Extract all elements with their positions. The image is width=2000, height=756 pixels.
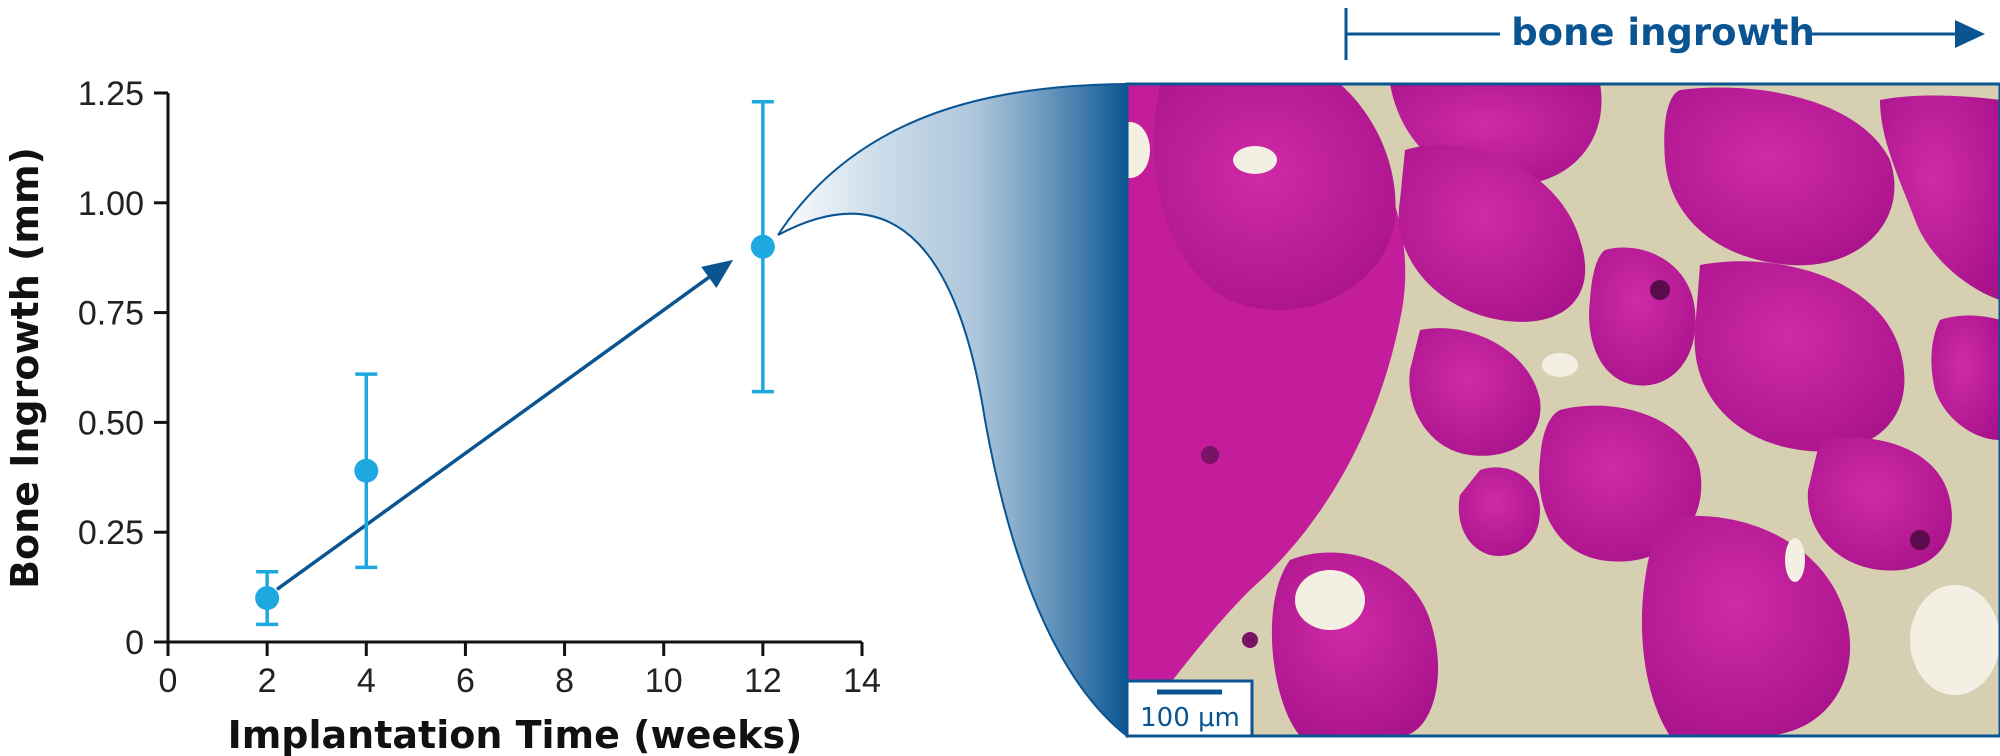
banner-arrowhead xyxy=(1955,20,1985,48)
data-point-group xyxy=(255,569,280,627)
x-tick-label: 10 xyxy=(645,662,683,700)
trend-arrowhead xyxy=(701,259,734,289)
zoom-callout xyxy=(777,82,1128,739)
micrograph-frame xyxy=(1125,82,2000,738)
y-tick-label: 0 xyxy=(125,624,144,662)
data-point xyxy=(354,458,379,483)
y-tick-label: 0.50 xyxy=(78,404,144,442)
y-tick-label: 1.00 xyxy=(78,185,144,223)
x-tick-label: 12 xyxy=(744,662,782,700)
x-tick-label: 0 xyxy=(159,662,178,700)
data-point xyxy=(750,234,775,259)
bone-ingrowth-chart: 0 2 4 6 8 10 12 14 0 0.25 0.50 0.75 1.00 1.25 Implant… xyxy=(3,75,881,756)
data-point-group xyxy=(750,100,775,394)
micrograph-inset: 100 μm xyxy=(1125,82,2000,738)
micrograph-image xyxy=(1127,84,2000,736)
data-point-group xyxy=(354,372,379,570)
banner-label: bone ingrowth xyxy=(1511,11,1815,54)
bone-ingrowth-banner: bone ingrowth xyxy=(1344,8,1985,60)
scale-bar: 100 μm xyxy=(1125,679,1254,738)
y-axis-title: Bone Ingrowth (mm) xyxy=(3,147,47,589)
scale-bar-label: 100 μm xyxy=(1140,703,1240,733)
y-tick-label: 1.25 xyxy=(78,75,144,113)
y-tick-label: 0.25 xyxy=(78,514,144,552)
trend-arrow-line xyxy=(276,276,710,591)
y-tick-label: 0.75 xyxy=(78,295,144,333)
x-tick-label: 6 xyxy=(456,662,475,700)
x-axis-title: Implantation Time (weeks) xyxy=(228,713,803,756)
data-point xyxy=(255,586,280,611)
x-tick-label: 2 xyxy=(258,662,277,700)
x-tick-label: 8 xyxy=(555,662,574,700)
x-tick-label: 4 xyxy=(357,662,376,700)
x-tick-label: 14 xyxy=(843,662,881,700)
